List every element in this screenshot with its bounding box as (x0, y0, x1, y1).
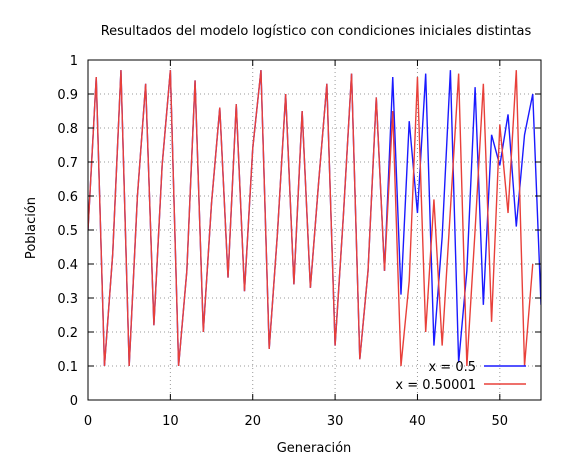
grid (88, 60, 541, 400)
x-tick-label: 30 (327, 414, 344, 429)
series-line-2 (88, 70, 534, 367)
x-tick-label: 10 (162, 414, 179, 429)
chart-title: Resultados del modelo logístico con cond… (101, 24, 532, 39)
y-tick-label: 1 (70, 54, 78, 69)
y-tick-label: 0.6 (57, 190, 78, 205)
y-tick-label: 0.8 (57, 122, 78, 137)
y-tick-label: 0.5 (57, 224, 78, 239)
x-tick-label: 50 (492, 414, 509, 429)
x-tick-label: 20 (244, 414, 261, 429)
y-tick-label: 0.3 (57, 292, 78, 307)
y-axis-label: Población (24, 197, 39, 259)
y-tick-label: 0.4 (57, 258, 78, 273)
legend-label-1: x = 0.5 (428, 360, 476, 375)
legend: x = 0.5 x = 0.50001 (395, 360, 526, 393)
x-tick-label: 0 (84, 414, 92, 429)
y-tick-label: 0.7 (57, 156, 78, 171)
x-axis: 0 10 20 30 40 50 (84, 60, 508, 429)
y-tick-label: 0.9 (57, 88, 78, 103)
y-axis: 0 0.1 0.2 0.3 0.4 0.5 0.6 0.7 0.8 0.9 1 (57, 54, 541, 409)
y-tick-label: 0.2 (57, 326, 78, 341)
legend-label-2: x = 0.50001 (395, 378, 476, 393)
y-tick-label: 0.1 (57, 360, 78, 375)
x-tick-label: 40 (409, 414, 426, 429)
x-axis-label: Generación (277, 441, 352, 456)
series-group (88, 70, 541, 367)
y-tick-label: 0 (70, 394, 78, 409)
